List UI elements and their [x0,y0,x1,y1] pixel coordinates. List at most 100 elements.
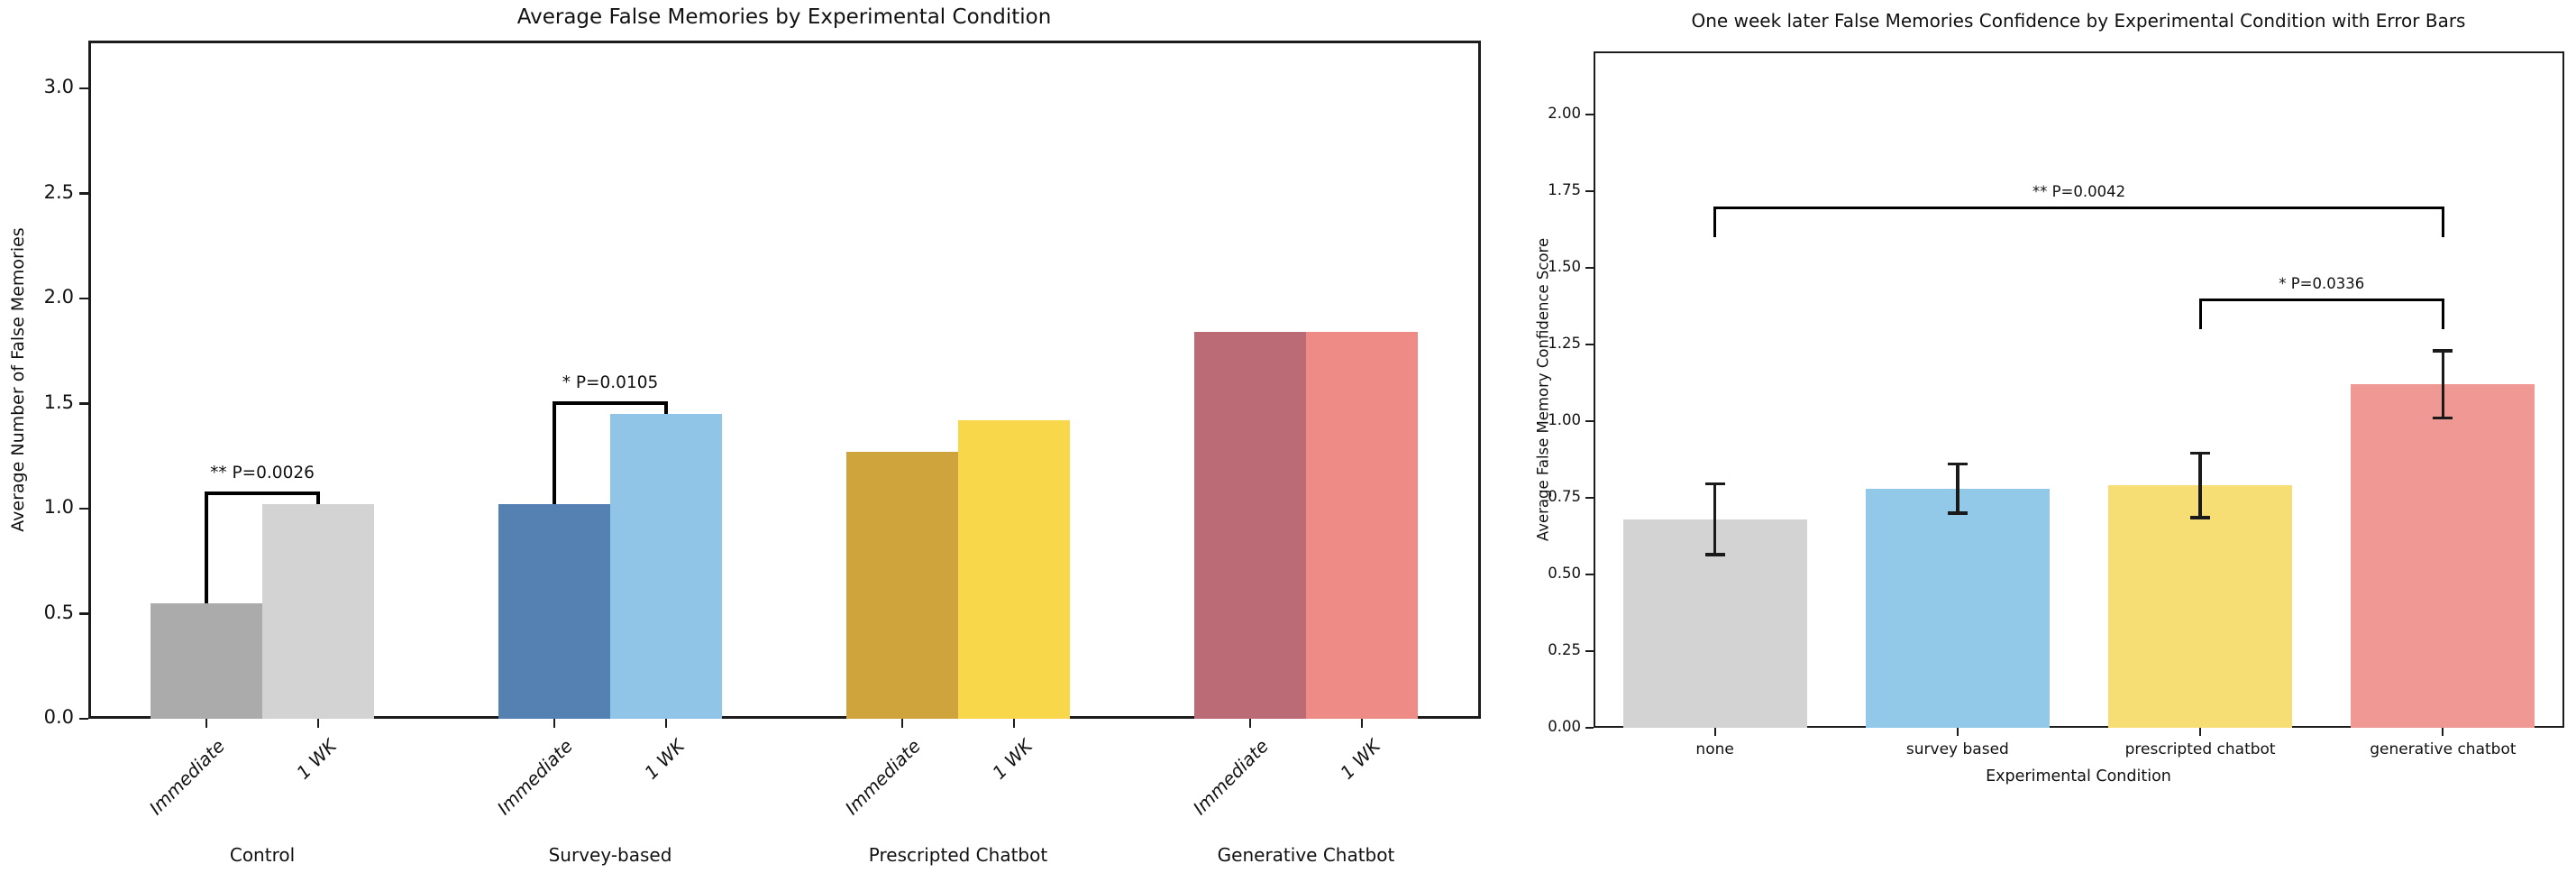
x-tick [316,719,320,728]
x-axis-label: Experimental Condition [1986,767,2171,786]
y-tick-label: 0.0 [43,706,74,728]
y-tick-label: 1.00 [1548,411,1581,428]
x-tick [1012,719,1016,728]
group-label: Prescripted Chatbot [868,844,1048,866]
y-tick [1585,266,1594,270]
y-tick-label: 1.5 [43,390,74,413]
error-bar-cap-top [1947,462,1968,466]
bar [1865,488,2050,728]
x-tick [1248,719,1252,728]
y-tick [1585,573,1594,576]
y-tick-label: 2.0 [43,286,74,308]
y-tick-label: 2.5 [43,180,74,203]
significance-bracket-horizontal [1713,207,2444,209]
error-bar-line [1713,483,1717,555]
significance-bracket-vertical [2441,207,2444,237]
y-tick [79,612,88,615]
chart-title: One week later False Memories Confidence… [1691,10,2466,32]
y-tick [79,402,88,405]
x-tick [553,719,556,728]
significance-bracket-horizontal [205,492,320,495]
error-bar-cap-top [2190,451,2211,455]
significance-bracket-vertical [1713,207,1717,237]
y-tick [1585,726,1594,730]
significance-label: * P=0.0336 [2279,275,2365,292]
bar [846,452,958,719]
y-tick [79,507,88,510]
bar [2108,485,2293,728]
y-tick [79,297,88,300]
y-tick-label: 1.75 [1548,181,1581,198]
bar [958,420,1070,719]
y-tick [79,192,88,195]
x-tick-label: generative chatbot [2370,740,2517,758]
x-tick-label: prescripted chatbot [2124,740,2276,758]
y-tick [79,87,88,90]
significance-bracket-vertical [553,401,556,505]
x-tick [1360,719,1364,728]
error-bar-line [2441,350,2445,418]
y-tick [79,717,88,721]
y-tick-label: 0.5 [43,601,74,623]
y-tick [1585,496,1594,500]
plot-layer: 0.0 0.5 1.0 1.5 2.0 2.5 3.0 Immediate 1 WK Contro… [43,76,1418,866]
chart-confidence-error-bars: One week later False Memories Confidence… [1532,0,2576,882]
x-tick [205,719,208,728]
group-label: Control [229,844,296,866]
error-bar-line [1956,464,1959,513]
error-bar-cap-bottom [2433,416,2453,420]
significance-bracket-vertical [664,401,668,415]
x-tick [664,719,668,728]
y-tick-label: 1.25 [1548,335,1581,352]
plot-layer: 0.00 0.25 0.50 0.75 1.00 1.25 1.50 1.75 2.00 none… [1532,0,2576,882]
x-tick-label: survey based [1905,740,2009,758]
plot-area [88,41,1481,719]
x-tick [900,719,904,728]
y-tick-label: 0.75 [1548,488,1581,505]
y-tick-label: 2.00 [1548,105,1581,122]
y-tick-label: 0.50 [1548,565,1581,582]
x-tick-label: none [1695,740,1734,758]
significance-label: * P=0.0105 [562,373,659,393]
x-tick [2199,728,2202,736]
y-tick-label: 0.25 [1548,641,1581,658]
group-label: Generative Chatbot [1217,844,1395,866]
significance-bracket-vertical [205,492,208,603]
significance-bracket-vertical [316,492,320,505]
error-bar-cap-top [2433,349,2453,353]
chart-title: Average False Memories by Experimental C… [516,5,1052,29]
chart-average-false-memories: Average False Memories by Experimental C… [8,5,1481,866]
bar [1194,332,1306,719]
y-tick-label: 3.0 [43,76,74,97]
x-tick [1713,728,1716,736]
x-tick [1956,728,1959,736]
y-tick [1585,649,1594,653]
y-tick [1585,113,1594,116]
bar [151,602,262,719]
y-tick [1585,189,1594,193]
error-bar-cap-bottom [1704,553,1725,556]
significance-bracket-horizontal [2198,299,2444,301]
error-bar-line [2198,453,2202,519]
bar [610,414,722,719]
group-label: Survey-based [548,844,672,866]
x-tick [2442,728,2444,736]
y-tick-label: 1.50 [1548,258,1581,275]
bar [2351,384,2535,728]
bar [1306,332,1418,719]
significance-bracket-vertical [2441,299,2444,329]
significance-bracket-vertical [2198,299,2202,329]
error-bar-cap-bottom [2190,516,2211,519]
plot-area [1594,51,2564,728]
error-bar-cap-top [1704,482,1725,486]
y-tick-label: 1.0 [43,496,74,518]
bar [498,504,610,719]
significance-bracket-horizontal [553,401,668,405]
bar [262,504,374,719]
significance-label: ** P=0.0026 [210,464,315,483]
error-bar-cap-bottom [1947,511,1968,515]
y-tick-label: 0.00 [1548,718,1581,735]
y-tick [1585,419,1594,423]
significance-label: ** P=0.0042 [2032,183,2126,200]
